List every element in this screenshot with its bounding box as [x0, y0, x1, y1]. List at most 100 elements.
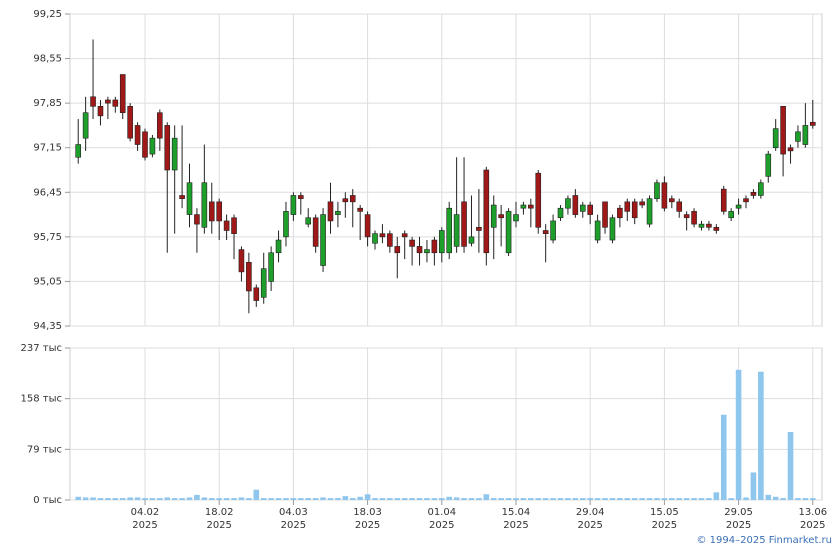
volume-bar: [223, 498, 230, 500]
candle-body: [765, 153, 772, 177]
candle-body: [342, 198, 349, 203]
x-tick-label: 04.03 2025: [279, 507, 308, 531]
volume-bar: [683, 498, 690, 500]
volume-bar: [342, 496, 349, 500]
volume-bar: [743, 497, 749, 500]
candle-body: [416, 246, 423, 254]
candle-body: [372, 233, 378, 244]
candle-body: [438, 230, 445, 254]
volume-bar: [602, 498, 608, 500]
volume-bar: [379, 498, 386, 500]
volume-bar: [208, 498, 215, 500]
footer: © 1994–2025 Finmarket.ru: [696, 535, 832, 546]
candle-body: [476, 227, 482, 231]
volume-bar: [520, 498, 527, 500]
x-tick-label: 15.04 2025: [501, 507, 531, 531]
volume-bar: [706, 498, 712, 500]
volume-bar: [639, 498, 645, 500]
volume-bar: [438, 498, 445, 500]
candle-body: [579, 204, 586, 212]
candle-body: [231, 217, 237, 234]
candle-body: [498, 214, 504, 219]
volume-bar: [535, 498, 542, 500]
x-tick-label: 29.05 2025: [724, 507, 753, 531]
volume-bar: [528, 498, 534, 500]
volume-bar: [142, 498, 148, 500]
candle-body: [624, 201, 631, 212]
volume-bar: [461, 498, 467, 500]
volume-bar: [246, 498, 252, 500]
candle-body: [602, 201, 608, 228]
volume-bar: [631, 498, 638, 500]
volume-bar: [164, 497, 171, 500]
candle-body: [676, 201, 683, 212]
volume-bar: [468, 498, 475, 500]
candle-body: [565, 198, 571, 209]
volume-bar: [90, 497, 96, 500]
candle-body: [505, 211, 512, 254]
candle-body: [364, 214, 371, 238]
candle-body: [387, 233, 393, 247]
plot-frame: [69, 347, 823, 501]
volume-bar: [364, 494, 371, 500]
volume-bar: [669, 498, 675, 500]
volume-bar: [720, 414, 727, 500]
candle-body: [208, 201, 215, 222]
volume-bar: [772, 496, 779, 500]
candle-body: [327, 201, 334, 222]
candle-body: [134, 125, 141, 145]
volume-bar: [550, 498, 556, 500]
volume-bar: [201, 497, 208, 500]
volume-bar: [127, 497, 133, 500]
volume-bar: [157, 498, 163, 500]
candle-body: [335, 211, 341, 215]
volume-bar: [424, 498, 430, 500]
volume-bar: [624, 498, 631, 500]
volume-bar: [253, 489, 260, 500]
candle-body: [90, 96, 96, 107]
candle-body: [587, 204, 593, 215]
candle-body: [157, 112, 163, 139]
candle-body: [290, 195, 297, 215]
volume-bar: [750, 472, 757, 500]
volume-bar: [557, 498, 564, 500]
volume-bar: [194, 494, 200, 500]
y-tick-label: 94,35: [33, 321, 62, 332]
volume-bar: [513, 498, 519, 500]
candle-body: [298, 195, 304, 199]
volume-bar: [453, 497, 460, 500]
candle-body: [119, 74, 126, 113]
y-tick-label: 158 тыс: [21, 394, 62, 405]
y-tick-label: 98,55: [33, 54, 62, 65]
candle-body: [171, 137, 178, 171]
candle-body: [223, 220, 230, 231]
y-tick-label: 79 тыс: [27, 444, 62, 455]
candle-body: [750, 191, 757, 196]
candle-body: [105, 99, 111, 104]
volume-bar: [498, 498, 504, 500]
candle-body: [646, 198, 653, 225]
volume-bar: [298, 498, 304, 500]
candle-body: [795, 131, 801, 142]
candle-body: [186, 182, 193, 215]
volume-bar: [676, 498, 683, 500]
volume-bar: [409, 498, 415, 500]
candle-body: [216, 201, 222, 222]
candle-body: [787, 147, 794, 152]
volume-bar: [105, 498, 111, 500]
volume-bar: [728, 498, 734, 500]
x-tick-label: 01.04 2025: [427, 507, 457, 531]
volume-bar: [579, 498, 586, 500]
candle-body: [283, 211, 289, 238]
candle-body: [260, 268, 267, 298]
candle-body: [179, 195, 185, 199]
volume-bar: [476, 498, 482, 500]
volume-bar: [505, 498, 512, 500]
volume-bar: [275, 498, 282, 500]
volume-bar: [97, 498, 104, 500]
volume-bar: [320, 497, 326, 500]
candle-body: [379, 233, 386, 238]
volume-bar: [617, 498, 623, 500]
